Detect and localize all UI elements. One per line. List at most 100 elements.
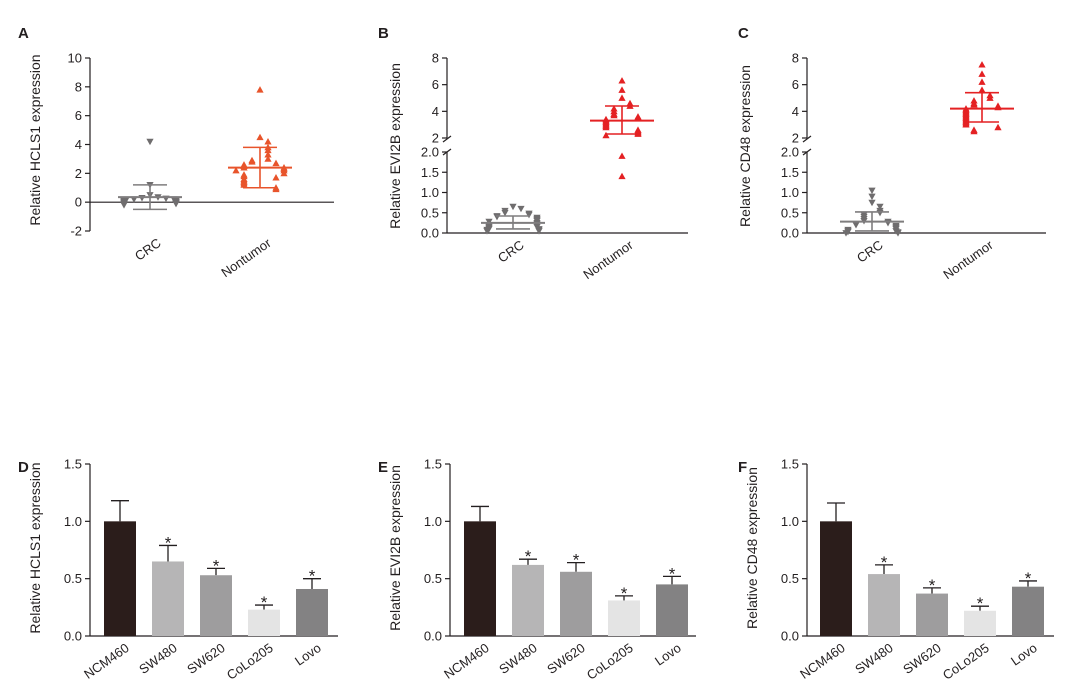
- y-tick-label: 6: [75, 108, 82, 123]
- nontumor-data-point: [610, 111, 618, 119]
- y-tick-label: 8: [75, 79, 82, 94]
- significance-mark: *: [165, 533, 172, 552]
- nontumor-data-point: [264, 150, 272, 158]
- y-axis-label: Relative EVI2B expression: [387, 63, 403, 229]
- y-tick-label: 2: [792, 131, 799, 146]
- x-category-label: Lovo: [652, 640, 684, 668]
- crc-data-point: [120, 202, 128, 209]
- nontumor-data-point: [978, 70, 986, 77]
- bar: [104, 521, 136, 636]
- y-tick-label: 1.5: [421, 165, 439, 180]
- x-category-label: CoLo205: [224, 640, 276, 683]
- bar: [152, 561, 184, 636]
- nontumor-data-point: [264, 138, 272, 145]
- x-category-label: SW480: [496, 640, 540, 677]
- nontumor-data-point: [634, 114, 642, 121]
- nontumor-data-point: [232, 166, 240, 174]
- axis-break-mark: [442, 135, 452, 143]
- y-tick-label: 4: [792, 104, 799, 119]
- nontumor-data-point: [618, 77, 626, 84]
- crc-data-point: [138, 194, 146, 202]
- y-tick-label: 2: [75, 166, 82, 181]
- bar: [656, 584, 688, 636]
- nontumor-data-point: [256, 86, 264, 93]
- y-axis-label: Relative CD48 expression: [744, 467, 760, 629]
- y-axis-label: Relative HCLS1 expression: [27, 54, 43, 225]
- y-tick-label: 0.5: [781, 571, 799, 586]
- y-tick-label: 0.5: [64, 571, 82, 586]
- bar: [200, 575, 232, 636]
- bar: [964, 610, 996, 636]
- crc-data-point: [517, 205, 525, 213]
- crc-data-point: [493, 213, 501, 221]
- y-tick-label: 1.5: [64, 457, 82, 472]
- bar: [464, 521, 496, 636]
- x-category-label: Nontumor: [580, 237, 636, 282]
- y-tick-label: -2: [70, 224, 82, 239]
- significance-mark: *: [1025, 569, 1032, 588]
- y-tick-label: 4: [432, 104, 439, 119]
- nontumor-data-point: [978, 61, 986, 68]
- panel-a-scatter: A Relative HCLS1 expression -2 0 2 4 6 8 10 CRC No…: [18, 25, 334, 280]
- panel-letter: C: [738, 25, 749, 42]
- y-tick-label: 1.5: [781, 165, 799, 180]
- crc-data-point: [842, 230, 850, 237]
- nontumor-data-point: [978, 86, 986, 93]
- x-category-label: SW480: [136, 640, 180, 677]
- significance-mark: *: [929, 576, 936, 595]
- nontumor-data-point: [978, 78, 986, 85]
- y-tick-label: 2.0: [781, 145, 799, 160]
- x-category-label: SW480: [852, 640, 896, 677]
- y-tick-label: 8: [432, 51, 439, 66]
- y-axis-label: Relative HCLS1 expression: [27, 462, 43, 633]
- significance-mark: *: [977, 594, 984, 613]
- x-category-label: NCM460: [797, 640, 848, 682]
- panel-letter: F: [738, 459, 747, 476]
- x-category-label: CRC: [495, 237, 527, 265]
- significance-mark: *: [309, 567, 316, 586]
- y-tick-label: 8: [792, 51, 799, 66]
- crc-data-point: [146, 138, 154, 146]
- nontumor-data-point: [618, 94, 626, 101]
- significance-mark: *: [213, 556, 220, 575]
- y-tick-label: 2.0: [421, 145, 439, 160]
- panel-letter: D: [18, 459, 29, 476]
- y-axis-label: Relative CD48 expression: [737, 65, 753, 227]
- panel-letter: E: [378, 459, 388, 476]
- nontumor-data-point: [618, 86, 626, 93]
- panel-letter: B: [378, 25, 389, 42]
- significance-mark: *: [525, 547, 532, 566]
- panel-letter: A: [18, 25, 29, 42]
- crc-data-point: [501, 209, 509, 217]
- nontumor-data-point: [970, 101, 978, 108]
- x-category-label: SW620: [544, 640, 588, 677]
- x-category-label: SW620: [184, 640, 228, 677]
- crc-data-point: [852, 222, 860, 229]
- crc-data-point: [876, 209, 884, 217]
- bar: [296, 588, 328, 636]
- x-category-label: Lovo: [1008, 640, 1040, 668]
- y-tick-label: 0: [75, 195, 82, 210]
- y-tick-label: 1.0: [424, 514, 442, 529]
- y-tick-label: 6: [792, 77, 799, 92]
- bar: [608, 600, 640, 636]
- x-category-label: CRC: [132, 235, 164, 263]
- y-tick-label: 1.5: [781, 457, 799, 472]
- x-category-label: SW620: [900, 640, 944, 677]
- nontumor-data-point: [602, 131, 610, 139]
- nontumor-data-point: [986, 94, 994, 101]
- x-category-label: NCM460: [81, 640, 132, 682]
- y-tick-label: 1.0: [421, 185, 439, 200]
- significance-mark: *: [573, 551, 580, 570]
- significance-mark: *: [669, 564, 676, 583]
- bar: [248, 609, 280, 636]
- y-tick-label: 0.0: [781, 226, 799, 241]
- bar: [560, 571, 592, 636]
- crc-data-point: [483, 228, 491, 235]
- panel-c-scatter: C Relative CD48 expression 2 4 6 8 0.0 0.5 1.0 1.…: [737, 25, 1046, 282]
- y-tick-label: 0.0: [424, 629, 442, 644]
- crc-data-point: [868, 193, 876, 201]
- crc-data-point: [172, 200, 180, 208]
